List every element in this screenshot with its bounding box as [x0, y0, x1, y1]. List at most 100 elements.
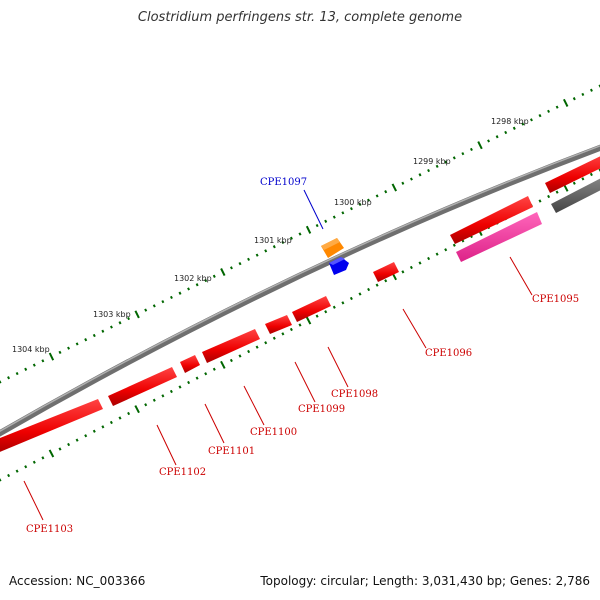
inner-tick [272, 336, 276, 340]
inner-tick [212, 367, 216, 371]
inner-tick [238, 354, 242, 358]
outer-tick [375, 194, 379, 198]
outer-tick [48, 352, 55, 361]
gene-cpe1099[interactable] [265, 315, 292, 334]
inner-tick [555, 190, 559, 194]
outer-tick [367, 198, 371, 202]
inner-tick [109, 420, 113, 425]
outer-tick [469, 147, 473, 152]
outer-tick [7, 376, 11, 380]
inner-tick [220, 360, 226, 369]
inner-tick [375, 283, 379, 287]
gene-upper-right-gray[interactable] [551, 176, 600, 213]
inner-tick [305, 316, 312, 325]
gene-label-cpe1095[interactable]: CPE1095 [532, 294, 579, 305]
genome-backbone [0, 144, 600, 437]
inner-tick [169, 389, 173, 394]
outer-tick [229, 266, 233, 270]
gene-label-cpe1099[interactable]: CPE1099 [298, 404, 345, 415]
inner-tick [41, 456, 45, 460]
outer-tick [315, 223, 319, 228]
accession-text: Accession: NC_003366 [9, 574, 146, 588]
outer-tick [101, 329, 105, 333]
leader-lines [23, 189, 533, 521]
inner-tick [118, 416, 122, 420]
inner-tick [229, 358, 233, 363]
inner-tick [547, 194, 551, 199]
kbp-label-1301: 1301 kbp [254, 236, 292, 245]
inner-tick [152, 398, 156, 402]
outer-tick [349, 207, 353, 211]
outer-tick [581, 92, 585, 97]
inner-tick [7, 473, 11, 478]
kbp-label-1299: 1299 kbp [413, 157, 451, 166]
outer-tick [589, 88, 593, 92]
gene-upper-right-red[interactable] [545, 154, 600, 193]
outer-tick [452, 156, 456, 160]
inner-tick [48, 449, 55, 458]
outer-tick [563, 98, 569, 107]
gene-label-cpe1100[interactable]: CPE1100 [250, 427, 297, 438]
inner-tick [409, 265, 413, 270]
genome-info-text: Topology: circular; Length: 3,031,430 bp… [260, 574, 590, 588]
inner-tick [572, 181, 576, 185]
outer-tick [504, 130, 508, 135]
inner-tick [101, 425, 105, 429]
inner-tick [264, 341, 268, 345]
gene-label-cpe1103[interactable]: CPE1103 [26, 524, 73, 535]
gene-cpe1095-pink[interactable] [456, 212, 542, 262]
outer-tick [529, 118, 533, 122]
inner-tick [452, 243, 456, 247]
outer-tick-row [0, 84, 600, 384]
outer-tick [238, 261, 242, 266]
gene-cpe1096[interactable] [373, 262, 399, 282]
inner-tick [401, 270, 405, 274]
kbp-label-1300: 1300 kbp [334, 198, 372, 207]
outer-tick [391, 183, 397, 192]
inner-tick [0, 478, 2, 482]
inner-tick [187, 380, 191, 385]
gene-label-cpe1102[interactable]: CPE1102 [159, 467, 206, 478]
gene-cpe1095[interactable] [450, 196, 533, 244]
outer-tick [75, 342, 79, 346]
gene-cpe1100[interactable] [202, 329, 260, 363]
outer-tick [0, 380, 2, 384]
gene-label-cpe1098[interactable]: CPE1098 [331, 389, 378, 400]
gene-cpe1097-blue[interactable] [329, 257, 349, 275]
kbp-label-1303: 1303 kbp [93, 310, 131, 319]
gene-cpe1103[interactable] [0, 399, 103, 454]
inner-tick [195, 376, 199, 380]
outer-tick [477, 141, 483, 150]
outer-tick [187, 287, 191, 291]
inner-tick [435, 252, 439, 256]
outer-tick [281, 240, 285, 245]
gene-cpe1098[interactable] [292, 296, 331, 322]
outer-tick [264, 249, 268, 253]
inner-tick [32, 460, 36, 464]
gene-cpe1097-orange[interactable] [321, 238, 344, 258]
outer-tick [444, 160, 448, 164]
gene-label-cpe1101[interactable]: CPE1101 [208, 446, 255, 457]
outer-tick [461, 152, 465, 156]
genome-backbone-highlight [0, 145, 600, 432]
outer-tick [435, 164, 439, 168]
kbp-label-1298: 1298 kbp [491, 117, 529, 126]
outer-tick [538, 113, 542, 118]
inner-tick [418, 261, 422, 265]
outer-tick [220, 268, 226, 277]
gene-cpe1101[interactable] [180, 355, 200, 373]
inner-tick [134, 405, 140, 414]
gene-cpe1102[interactable] [108, 367, 177, 406]
outer-tick [204, 278, 208, 283]
kbp-label-1304: 1304 kbp [12, 345, 50, 354]
inner-tick [332, 305, 336, 309]
outer-tick [298, 232, 302, 236]
inner-tick [75, 438, 79, 442]
gene-label-cpe1097[interactable]: CPE1097 [260, 177, 307, 188]
map-title: Clostridium perfringens str. 13, complet… [137, 10, 463, 25]
inner-tick [84, 434, 88, 438]
gene-label-cpe1096[interactable]: CPE1096 [425, 348, 472, 359]
outer-tick [332, 215, 336, 219]
outer-tick [512, 126, 516, 130]
